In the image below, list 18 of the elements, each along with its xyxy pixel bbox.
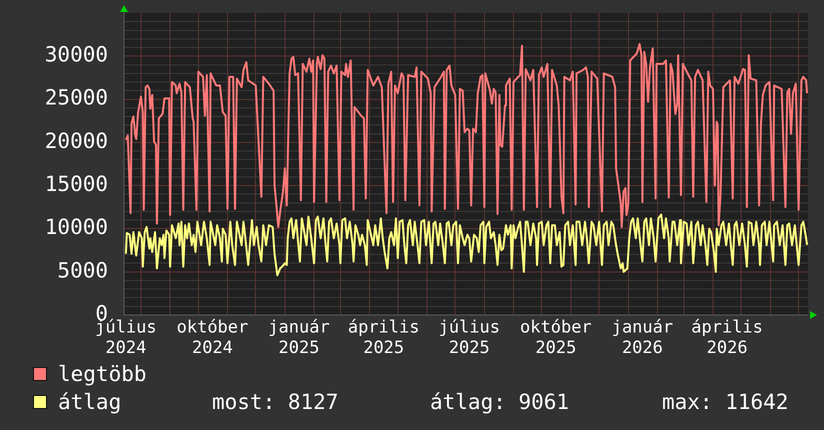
- y-tick-label: 20000: [44, 128, 108, 153]
- legend-label: átlag: [58, 390, 122, 414]
- x-tick-label: október 2024: [176, 318, 248, 358]
- text: most: 8127: [212, 390, 340, 414]
- text: max: 11642: [662, 390, 788, 414]
- y-tick-label: 25000: [44, 86, 108, 110]
- legend-label: legtöbb: [58, 362, 147, 386]
- text: átlag: 9061: [430, 390, 570, 414]
- x-tick-label: július 2025: [438, 318, 500, 358]
- x-tick-label: január 2026: [612, 318, 674, 358]
- x-tick-label: április 2026: [691, 318, 763, 358]
- y-tick-label: 5000: [57, 258, 108, 282]
- y-tick-label: 10000: [44, 215, 108, 240]
- x-tick-label: április 2025: [348, 318, 420, 358]
- x-tick-label: október 2025: [520, 318, 592, 358]
- x-tick-label: január 2025: [268, 318, 330, 358]
- y-tick-label: 15000: [44, 172, 108, 196]
- y-tick-label: 30000: [44, 42, 108, 67]
